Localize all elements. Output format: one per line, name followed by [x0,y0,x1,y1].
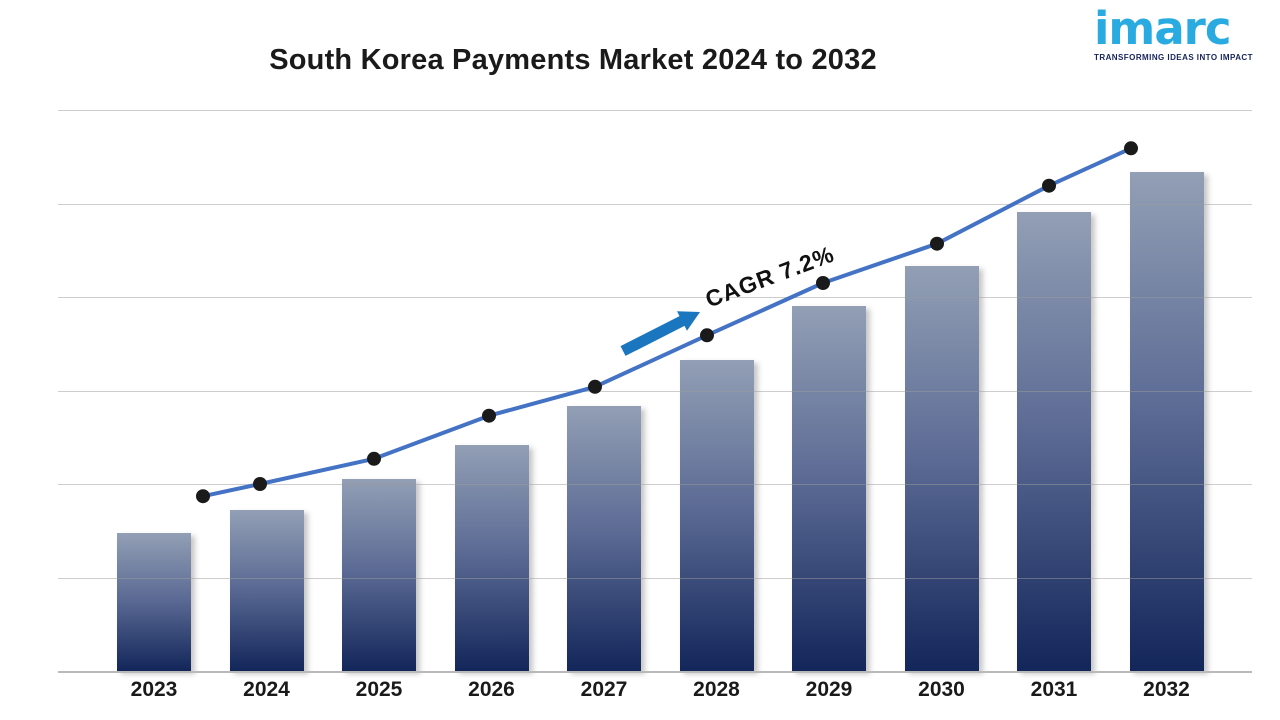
x-label-2026: 2026 [468,678,515,701]
bar-2027 [567,406,641,671]
header: South Korea Payments Market 2024 to 2032 [0,44,1146,77]
x-label-2024: 2024 [243,678,290,701]
bar-2023 [117,532,191,671]
trend-dot [367,451,381,466]
x-label-2031: 2031 [1030,678,1078,701]
gridline [58,203,1252,205]
imarc-logo: imarc TRANSFORMING IDEAS INTO IMPACT [1094,6,1254,62]
trend-dot [253,477,267,491]
trend-dot [588,379,602,394]
x-label-2028: 2028 [693,678,740,701]
bar-2026 [454,444,529,671]
trend-line [201,146,1133,499]
x-label-2030: 2030 [918,678,965,701]
x-label-2023: 2023 [130,678,178,701]
bar-2032 [1129,171,1204,671]
growth-arrow-icon [620,311,700,356]
trend-dot [1124,141,1138,156]
bar-2024 [229,510,304,671]
gridline [58,110,1252,111]
x-label-2025: 2025 [355,678,403,701]
gridline [58,297,1252,298]
trend-dot [816,276,830,290]
imarc-tagline: TRANSFORMING IDEAS INTO IMPACT [1094,53,1253,62]
gridline [58,390,1252,392]
trend-dot [700,328,714,343]
gridline [58,577,1252,579]
chart-title: South Korea Payments Market 2024 to 2032 [269,44,877,76]
bar-2031 [1017,211,1091,671]
bar-2029 [792,306,866,671]
bar-2028 [679,359,754,671]
trend-dot [930,236,944,251]
bar-2025 [342,479,416,671]
x-label-2032: 2032 [1143,678,1190,701]
x-label-2027: 2027 [580,678,628,701]
trend-dot [1042,178,1056,193]
x-label-2029: 2029 [805,678,853,701]
trend-dot [196,489,210,504]
x-axis-line [58,671,1252,673]
trend-markers [196,141,1138,504]
gridline [58,484,1252,485]
trend-dot [482,408,496,423]
imarc-wordmark: imarc [1094,2,1232,55]
bar-2030 [904,266,979,671]
